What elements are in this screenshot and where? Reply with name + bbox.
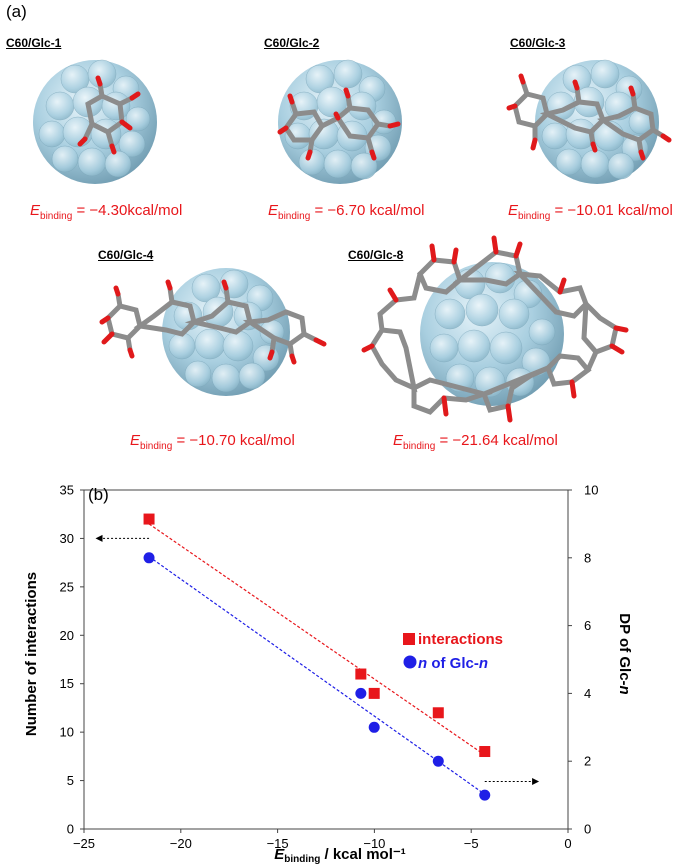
energy-value: = −4.30kcal/mol	[72, 202, 183, 219]
glucose-stick-model	[77, 75, 141, 155]
legend: interactions n of Glc-n	[403, 631, 503, 672]
binding-energy-3: Ebinding = −10.01 kcal/mol	[508, 202, 673, 222]
dp-glc-n-point	[355, 687, 367, 699]
x-label-rest: / kcal mol⁻¹	[320, 846, 405, 863]
data-points	[143, 513, 491, 801]
interactions-point	[143, 513, 155, 525]
y-right-tick-label: 2	[584, 754, 591, 769]
y-left-tick-label: 15	[60, 676, 74, 691]
glucose-stick-model	[506, 73, 672, 161]
binding-energy-1: Ebinding = −4.30kcal/mol	[30, 202, 182, 222]
panel-a-label: (a)	[6, 2, 27, 21]
legend-n: n	[418, 655, 427, 672]
y-right-tick-label: 8	[584, 550, 591, 565]
axis-arrows	[95, 534, 540, 786]
glucose-stick-model	[361, 235, 629, 423]
structure-title-8: C60/Glc-8	[348, 248, 404, 262]
y-right-label-text: DP of Glc-	[616, 613, 633, 685]
energy-value: = −6.70 kcal/mol	[310, 202, 425, 219]
dp-glc-n-point	[479, 789, 491, 801]
trend-lines	[148, 523, 486, 795]
dp-glc-n-point	[368, 721, 380, 733]
trend-line-0	[148, 523, 486, 756]
fullerene-glc-1-model	[33, 59, 157, 184]
x-axis-ticks: −25 −20 −15 −10 −5 0	[73, 829, 572, 851]
fullerene-sphere	[535, 59, 659, 184]
binding-energy-2: Ebinding = −6.70 kcal/mol	[268, 202, 425, 222]
energy-symbol: E	[508, 202, 519, 219]
energy-subscript: binding	[403, 441, 436, 452]
energy-subscript: binding	[40, 211, 73, 222]
legend-n2: n	[479, 655, 488, 672]
y-right-tick-label: 6	[584, 618, 591, 633]
y-left-tick-label: 20	[60, 628, 74, 643]
y-left-tick-label: 30	[60, 531, 74, 546]
fullerene-sphere	[33, 59, 157, 184]
legend-label-n-of-glc-n: n of Glc-n	[418, 655, 488, 672]
legend-circle-marker	[403, 655, 417, 669]
fullerene-glc-4-model	[99, 268, 327, 396]
structure-title-4: C60/Glc-4	[98, 248, 154, 262]
binding-energy-4: Ebinding = −10.70 kcal/mol	[130, 432, 295, 452]
energy-symbol: E	[30, 202, 41, 219]
structure-title-2: C60/Glc-2	[264, 36, 320, 50]
structure-title-1: C60/Glc-1	[6, 36, 62, 50]
x-label-symbol: E	[274, 846, 285, 863]
fullerene-sphere	[420, 262, 564, 406]
energy-symbol: E	[393, 432, 404, 449]
panel-b-label: (b)	[88, 485, 109, 504]
energy-subscript: binding	[140, 441, 173, 452]
energy-subscript: binding	[278, 211, 311, 222]
glucose-stick-model	[277, 87, 401, 161]
y-right-tick-label: 10	[584, 483, 598, 498]
x-tick-label: −25	[73, 836, 95, 851]
energy-subscript: binding	[518, 211, 551, 222]
right-axis-arrowhead	[532, 778, 540, 786]
dp-glc-n-point	[432, 755, 444, 767]
x-tick-label: −10	[363, 836, 385, 851]
structure-title-3: C60/Glc-3	[510, 36, 566, 50]
x-axis-label: Ebinding / kcal mol⁻¹	[274, 846, 406, 864]
y-right-tick-label: 0	[584, 822, 591, 837]
x-label-sub: binding	[284, 854, 320, 864]
x-tick-label: −5	[464, 836, 479, 851]
y-left-tick-label: 35	[60, 483, 74, 498]
interactions-point	[355, 668, 367, 680]
fullerene-glc-3-model	[506, 59, 672, 184]
glucose-stick-model	[99, 279, 327, 365]
interactions-point	[432, 707, 444, 719]
legend-of-glc: of Glc-	[427, 655, 479, 672]
legend-square-marker	[403, 633, 415, 645]
energy-symbol: E	[268, 202, 279, 219]
binding-energy-chart: (b) −25 −20 −15 −10 −5 0 0 5 10 15 20 25 30 35 0 2 4 6 8…	[23, 483, 633, 864]
trend-line-1	[148, 556, 486, 795]
y-right-label-italic: n	[616, 686, 633, 695]
y-left-tick-label: 10	[60, 725, 74, 740]
interactions-point	[368, 687, 380, 699]
legend-label-interactions: interactions	[418, 631, 503, 648]
energy-value: = −10.01 kcal/mol	[550, 202, 673, 219]
energy-symbol: E	[130, 432, 141, 449]
left-axis-arrowhead	[95, 534, 103, 542]
y-right-axis-label: DP of Glc-n	[616, 613, 633, 694]
plot-frame	[83, 489, 569, 830]
interactions-point	[479, 746, 491, 758]
y-left-tick-label: 0	[67, 822, 74, 837]
dp-glc-n-point	[143, 552, 155, 564]
binding-energy-8: Ebinding = −21.64 kcal/mol	[393, 432, 558, 452]
y-right-tick-label: 4	[584, 686, 591, 701]
fullerene-glc-8-model	[361, 235, 629, 423]
x-tick-label: −20	[170, 836, 192, 851]
fullerene-glc-2-model	[277, 59, 402, 184]
y-left-tick-label: 5	[67, 773, 74, 788]
y-left-axis-label: Number of interactions	[23, 572, 40, 736]
y-left-axis-ticks: 0 5 10 15 20 25 30 35	[60, 483, 84, 837]
x-tick-label: −15	[267, 836, 289, 851]
y-right-axis-ticks: 0 2 4 6 8 10	[568, 483, 598, 837]
y-left-tick-label: 25	[60, 579, 74, 594]
energy-value: = −21.64 kcal/mol	[435, 432, 558, 449]
energy-value: = −10.70 kcal/mol	[172, 432, 295, 449]
x-tick-label: 0	[564, 836, 571, 851]
